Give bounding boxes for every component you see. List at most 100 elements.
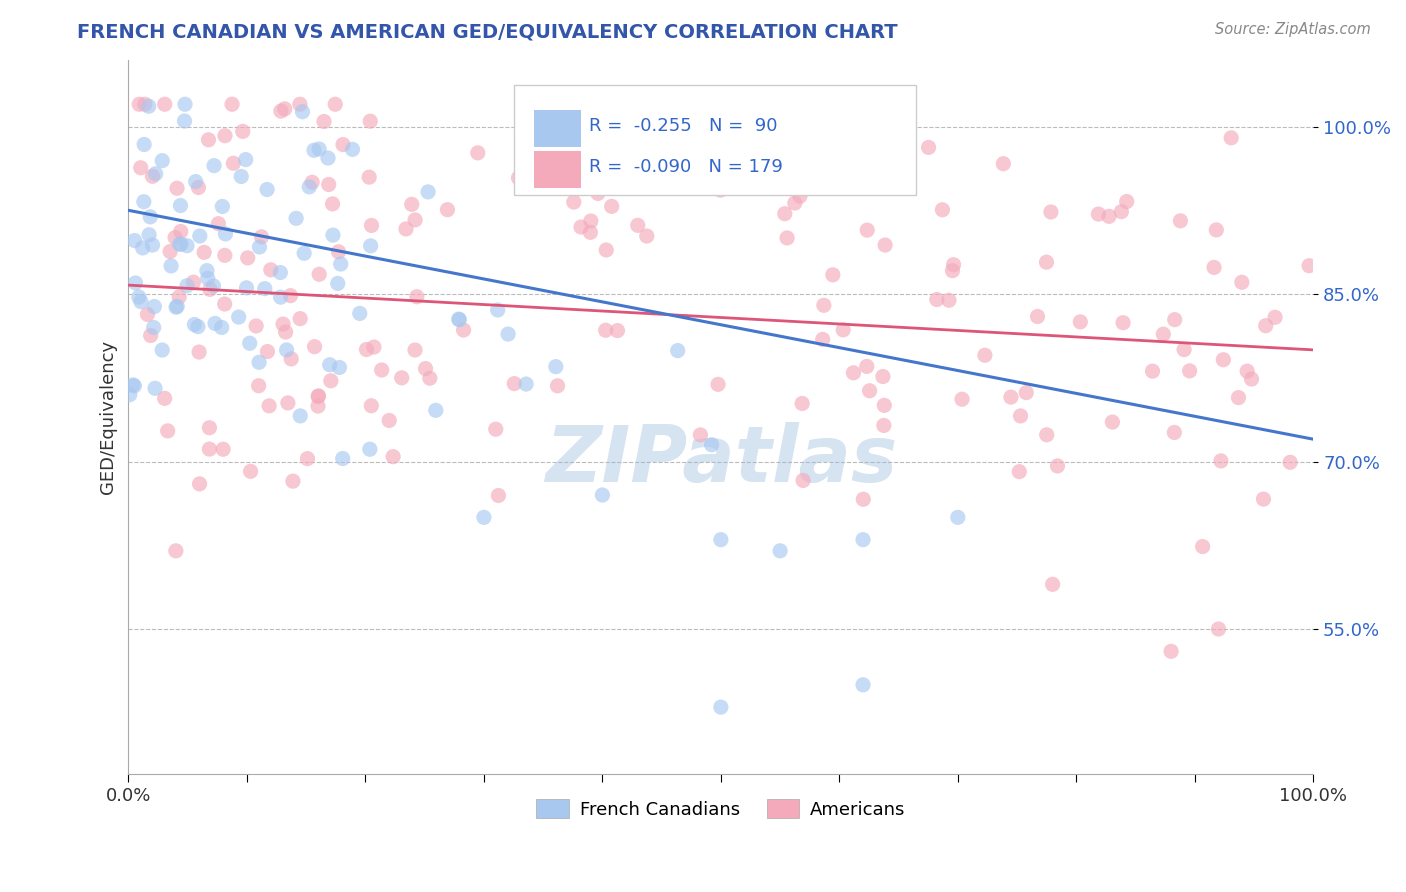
Point (378, 413, 401, 427)
Point (917, 140, 939, 154)
Text: FRENCH CANADIAN VS AMERICAN GED/EQUIVALENCY CORRELATION CHART: FRENCH CANADIAN VS AMERICAN GED/EQUIVALE… (77, 22, 898, 41)
Point (1026, 310, 1049, 324)
Point (419, 371, 441, 385)
Point (1000, 390, 1022, 404)
Point (232, 124, 254, 138)
Point (1142, 364, 1164, 378)
Point (139, 328, 162, 343)
Point (416, 185, 439, 199)
Point (449, 312, 471, 326)
Point (170, 224, 193, 238)
Point (214, 297, 236, 311)
Point (1069, 315, 1091, 329)
Point (1160, 644, 1182, 658)
Point (710, 533, 733, 547)
Point (301, 175, 323, 189)
Point (204, 317, 226, 331)
Point (124, 234, 146, 248)
Point (710, 700, 733, 714)
Y-axis label: GED/Equivalency: GED/Equivalency (100, 340, 117, 494)
Point (197, 133, 219, 147)
Point (382, 450, 405, 464)
Point (1212, 352, 1234, 367)
Point (579, 214, 602, 228)
Point (360, 219, 382, 233)
FancyBboxPatch shape (513, 85, 917, 195)
Point (873, 398, 896, 412)
Point (855, 153, 877, 168)
Point (1202, 260, 1225, 275)
Point (129, 161, 152, 175)
Point (153, 97, 176, 112)
Point (174, 97, 197, 112)
Point (239, 464, 262, 478)
Legend: French Canadians, Americans: French Canadians, Americans (529, 792, 912, 826)
Point (591, 488, 613, 502)
Point (1240, 372, 1263, 386)
Point (202, 159, 225, 173)
FancyBboxPatch shape (534, 151, 581, 188)
Point (1164, 312, 1187, 326)
Point (600, 199, 623, 213)
Point (1115, 194, 1137, 209)
Point (198, 282, 221, 296)
Point (569, 149, 592, 163)
Point (579, 225, 602, 239)
Point (150, 343, 173, 357)
Point (709, 183, 731, 197)
Point (425, 403, 447, 417)
Point (322, 197, 344, 211)
Point (707, 377, 730, 392)
Point (1220, 131, 1243, 145)
Point (359, 170, 381, 185)
Point (245, 318, 267, 333)
Text: Source: ZipAtlas.com: Source: ZipAtlas.com (1215, 22, 1371, 37)
Point (1112, 316, 1135, 330)
Point (447, 312, 470, 326)
Point (783, 196, 806, 211)
Point (792, 396, 814, 410)
Point (1008, 465, 1031, 479)
Point (129, 294, 152, 309)
Point (938, 293, 960, 308)
Point (1015, 385, 1038, 400)
Point (132, 194, 155, 209)
Point (1236, 364, 1258, 378)
Point (689, 428, 711, 442)
Point (141, 169, 163, 184)
Point (1209, 454, 1232, 468)
Point (655, 112, 678, 127)
Point (128, 290, 150, 304)
Point (270, 290, 292, 304)
Point (277, 396, 299, 410)
Point (187, 180, 209, 194)
Point (852, 678, 875, 692)
Point (138, 227, 160, 242)
Point (415, 361, 437, 376)
Point (1227, 391, 1250, 405)
Point (128, 97, 150, 112)
Point (195, 263, 218, 277)
Point (166, 181, 188, 195)
Point (269, 266, 291, 280)
Point (274, 325, 297, 339)
Point (496, 327, 519, 342)
Point (121, 378, 143, 392)
Point (138, 99, 160, 113)
Point (239, 336, 262, 351)
Point (290, 409, 312, 423)
Point (257, 399, 280, 413)
Point (166, 299, 188, 313)
Point (288, 311, 311, 326)
Point (207, 217, 229, 231)
Point (595, 243, 617, 257)
Point (404, 343, 426, 357)
Point (202, 279, 225, 293)
Point (1111, 204, 1133, 219)
Point (875, 238, 897, 252)
Point (359, 114, 381, 128)
Point (925, 293, 948, 307)
Point (792, 474, 814, 488)
Point (342, 142, 364, 156)
Point (118, 387, 141, 401)
